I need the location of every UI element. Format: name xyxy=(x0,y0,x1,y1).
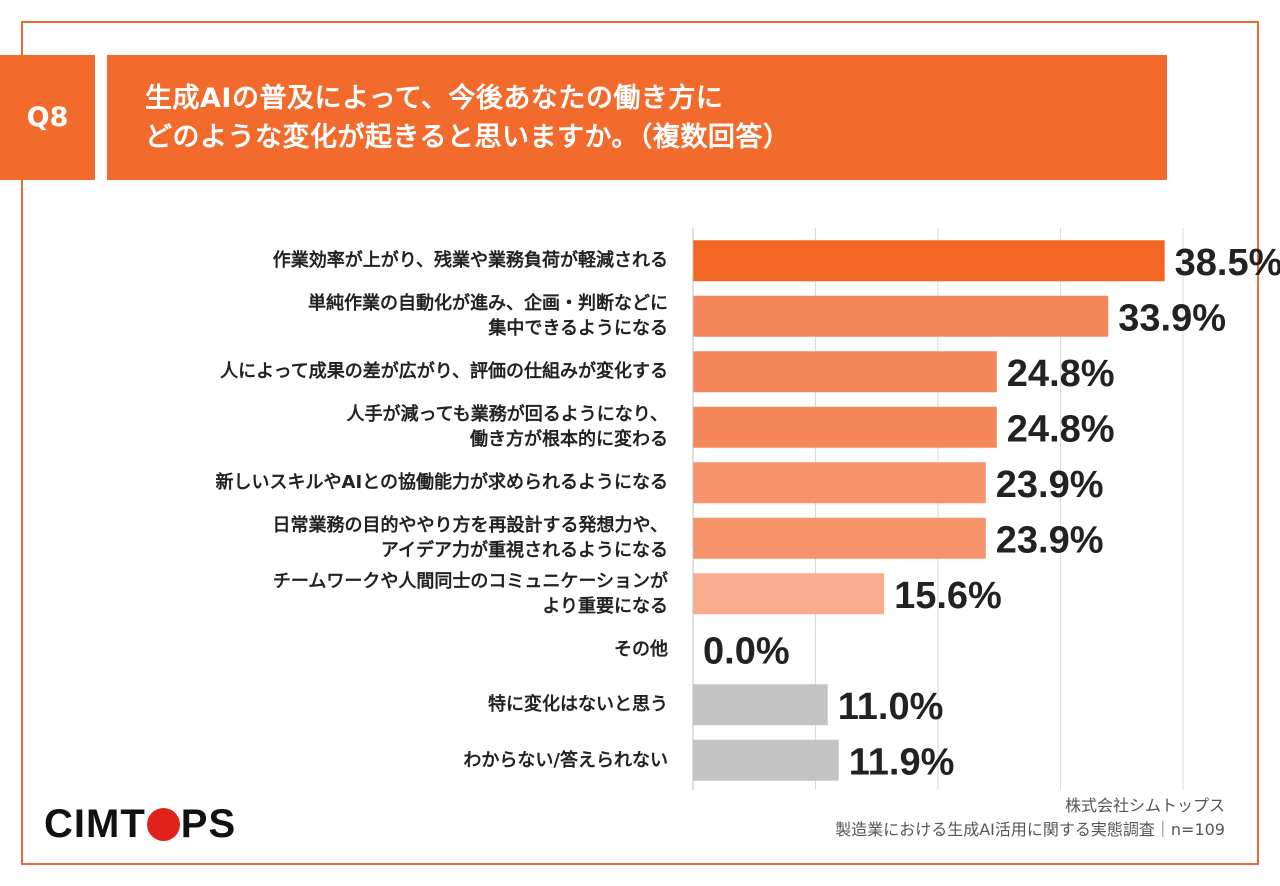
category-label: より重要になる xyxy=(542,595,668,617)
category-label: 特に変化はないと思う xyxy=(488,694,668,716)
bar xyxy=(693,240,1165,282)
category-label: 働き方が根本的に変わる xyxy=(470,429,668,451)
bar xyxy=(693,573,885,615)
question-title: 生成AIの普及によって、今後あなたの働き方に どのような変化が起きると思いますか… xyxy=(145,82,791,153)
bar xyxy=(693,684,828,726)
category-label: 新しいスキルやAIとの協働能力が求められるようになる xyxy=(215,472,668,494)
category-label: その他 xyxy=(614,638,668,660)
value-label: 33.9% xyxy=(1118,297,1226,339)
category-label: 単純作業の自動化が進み、企画・判断などに xyxy=(308,293,668,315)
bar xyxy=(693,406,997,448)
category-label: チームワークや人間同士のコミュニケーションが xyxy=(272,570,668,592)
category-label: アイデア力が重視されるようになる xyxy=(380,540,668,562)
logo-red-dot xyxy=(146,807,180,841)
bar xyxy=(693,462,986,504)
bar xyxy=(693,295,1109,337)
value-label: 0.0% xyxy=(703,630,790,672)
category-label: 人によって成果の差が広がり、評価の仕組みが変化する xyxy=(220,361,668,383)
value-label: 38.5% xyxy=(1175,242,1280,284)
category-label: 人手が減っても業務が回るようになり、 xyxy=(346,404,668,426)
footer-survey: 製造業における生成AI活用に関する実態調査｜n=109 xyxy=(835,820,1225,839)
question-title-band: 生成AIの普及によって、今後あなたの働き方に どのような変化が起きると思いますか… xyxy=(107,55,1167,180)
question-badge: Q8 xyxy=(0,55,95,180)
value-label: 24.8% xyxy=(1007,353,1115,395)
value-label: 11.9% xyxy=(849,741,955,783)
logo-text-left: CIMT xyxy=(44,801,146,846)
cimtops-logo: CIMT PS xyxy=(44,800,236,848)
bar xyxy=(693,739,839,781)
category-label: 日常業務の目的ややり方を再設計する発想力や、 xyxy=(272,515,668,537)
category-label: わからない/答えられない xyxy=(463,749,668,771)
value-label: 15.6% xyxy=(894,575,1002,617)
footer-source: 株式会社シムトップス 製造業における生成AI活用に関する実態調査｜n=109 xyxy=(835,794,1225,842)
bar xyxy=(693,351,997,393)
value-label: 23.9% xyxy=(996,464,1104,506)
logo-text-right: PS xyxy=(180,801,237,846)
bar xyxy=(693,517,986,559)
category-label: 集中できるようになる xyxy=(488,318,668,340)
footer-company: 株式会社シムトップス xyxy=(1064,796,1225,815)
value-label: 24.8% xyxy=(1007,408,1115,450)
category-label: 作業効率が上がり、残業や業務負荷が軽減される xyxy=(272,250,668,272)
value-label: 11.0% xyxy=(838,686,944,728)
value-label: 23.9% xyxy=(996,519,1104,561)
